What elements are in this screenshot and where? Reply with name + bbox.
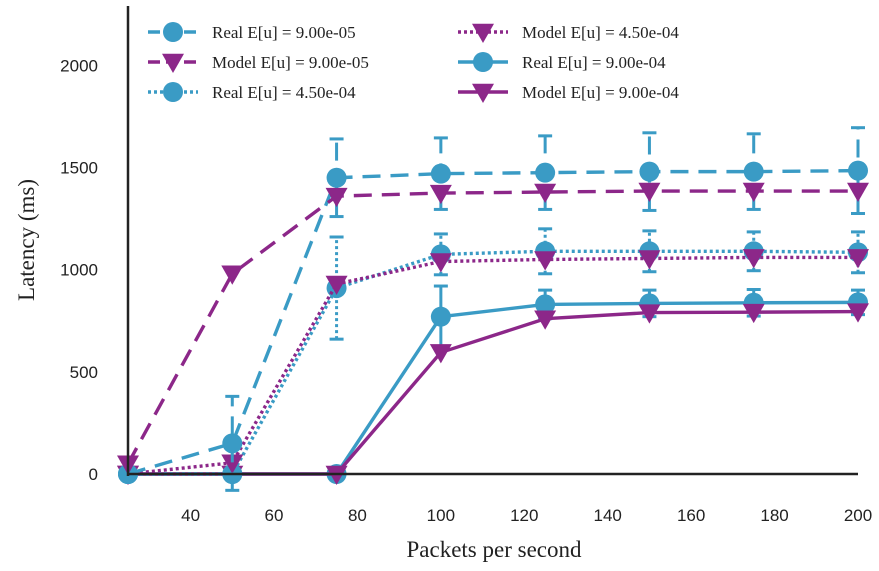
series-line: [128, 249, 859, 476]
legend-marker: [163, 22, 183, 42]
x-tick-label: 160: [677, 506, 705, 525]
y-axis-title: Latency (ms): [14, 179, 39, 301]
x-tick-label: 40: [181, 506, 200, 525]
data-point: [222, 433, 243, 454]
legend-label: Model E[u] = 9.00e-05: [212, 53, 369, 72]
y-tick-label: 1000: [60, 261, 98, 280]
data-point: [221, 454, 244, 474]
data-point: [742, 249, 765, 269]
data-point: [743, 161, 764, 182]
series-line: [127, 168, 859, 476]
legend-item-1: Real E[u] = 9.00e-05: [148, 22, 356, 42]
data-point: [742, 182, 765, 203]
data-point: [535, 162, 556, 183]
data-point: [742, 303, 765, 324]
data-point: [535, 294, 556, 315]
data-point: [638, 250, 661, 270]
y-tick-label: 2000: [60, 56, 98, 75]
data-point: [429, 253, 452, 273]
legend-item-5: Real E[u] = 9.00e-04: [458, 52, 666, 72]
legend-item-6: Model E[u] = 9.00e-04: [458, 83, 679, 103]
x-tick-label: 100: [427, 506, 455, 525]
legend-label: Real E[u] = 4.50e-04: [212, 83, 356, 102]
data-point: [325, 275, 348, 295]
data-point: [325, 465, 348, 485]
y-tick-label: 0: [89, 465, 98, 484]
legend-label: Real E[u] = 9.00e-05: [212, 23, 356, 42]
data-point: [847, 182, 869, 203]
data-point: [639, 161, 660, 182]
data-point: [430, 163, 451, 184]
series-line: [126, 189, 858, 465]
data-point: [534, 251, 557, 271]
legend-marker: [472, 23, 494, 43]
legend-label: Model E[u] = 4.50e-04: [522, 23, 679, 42]
data-point: [221, 265, 244, 285]
legend-item-3: Real E[u] = 4.50e-04: [148, 82, 356, 102]
data-point: [847, 249, 869, 269]
data-point: [429, 344, 452, 364]
data-point: [847, 303, 869, 323]
data-point: [429, 184, 452, 205]
x-tick-label: 140: [594, 506, 622, 525]
x-tick-label: 120: [510, 506, 538, 525]
legend-marker: [472, 83, 494, 103]
data-point: [534, 310, 557, 330]
data-point: [326, 167, 347, 188]
x-axis-title: Packets per second: [407, 537, 582, 562]
x-tick-label: 180: [760, 506, 788, 525]
data-point: [430, 306, 451, 327]
legend-label: Real E[u] = 9.00e-04: [522, 53, 666, 72]
x-tick-label: 80: [348, 506, 367, 525]
legend-item-2: Model E[u] = 9.00e-05: [148, 53, 369, 73]
data-point: [848, 160, 868, 181]
legend-marker: [162, 53, 184, 73]
legend: Real E[u] = 9.00e-05 Model E[u] = 9.00e-0…: [148, 22, 679, 103]
data-point: [325, 187, 348, 208]
legend-item-4: Model E[u] = 4.50e-04: [458, 23, 679, 43]
x-tick-label: 60: [265, 506, 284, 525]
data-point: [638, 182, 661, 203]
y-tick-label: 1500: [60, 159, 98, 178]
legend-label: Model E[u] = 9.00e-04: [522, 83, 679, 102]
data-point: [534, 183, 557, 204]
data-point: [638, 304, 661, 324]
series-2: [117, 182, 869, 475]
legend-marker: [163, 82, 183, 102]
series-line: [127, 255, 858, 476]
x-tick-label: 200: [844, 506, 872, 525]
series-layer: [117, 126, 869, 492]
legend-marker: [473, 52, 493, 72]
y-tick-label: 500: [70, 363, 98, 382]
